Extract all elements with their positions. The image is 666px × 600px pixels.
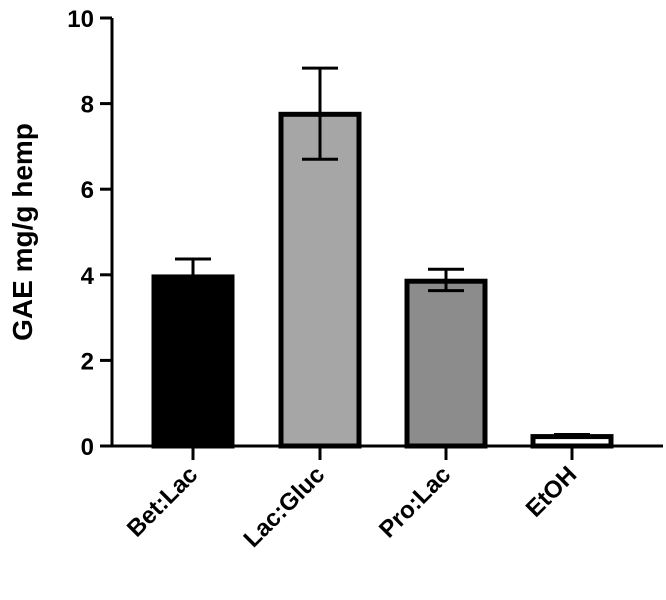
- y-tick-label-2: 2: [81, 348, 94, 375]
- y-tick-label-8: 8: [81, 92, 94, 119]
- x-tick-label-bet-lac: Bet:Lac: [122, 461, 203, 542]
- bar-pro-lac: [404, 278, 488, 449]
- x-tick-label-etoh: EtOH: [521, 461, 583, 523]
- y-tick-label-4: 4: [81, 263, 95, 290]
- y-tick-label-10: 10: [67, 6, 94, 33]
- y-axis-title: GAE mg/g hemp: [7, 123, 38, 341]
- plot-area: 0 2 4 6 8 10 Bet:Lac Lac:Gluc Pro:Lac EtOH: [67, 6, 663, 553]
- bar-lac-gluc: [278, 111, 362, 449]
- y-tick-label-0: 0: [81, 434, 94, 461]
- bar-bet-lac: [151, 274, 235, 449]
- x-tick-label-pro-lac: Pro:Lac: [374, 461, 456, 543]
- x-tick-label-lac-gluc: Lac:Gluc: [239, 461, 331, 553]
- y-tick-label-6: 6: [81, 177, 94, 204]
